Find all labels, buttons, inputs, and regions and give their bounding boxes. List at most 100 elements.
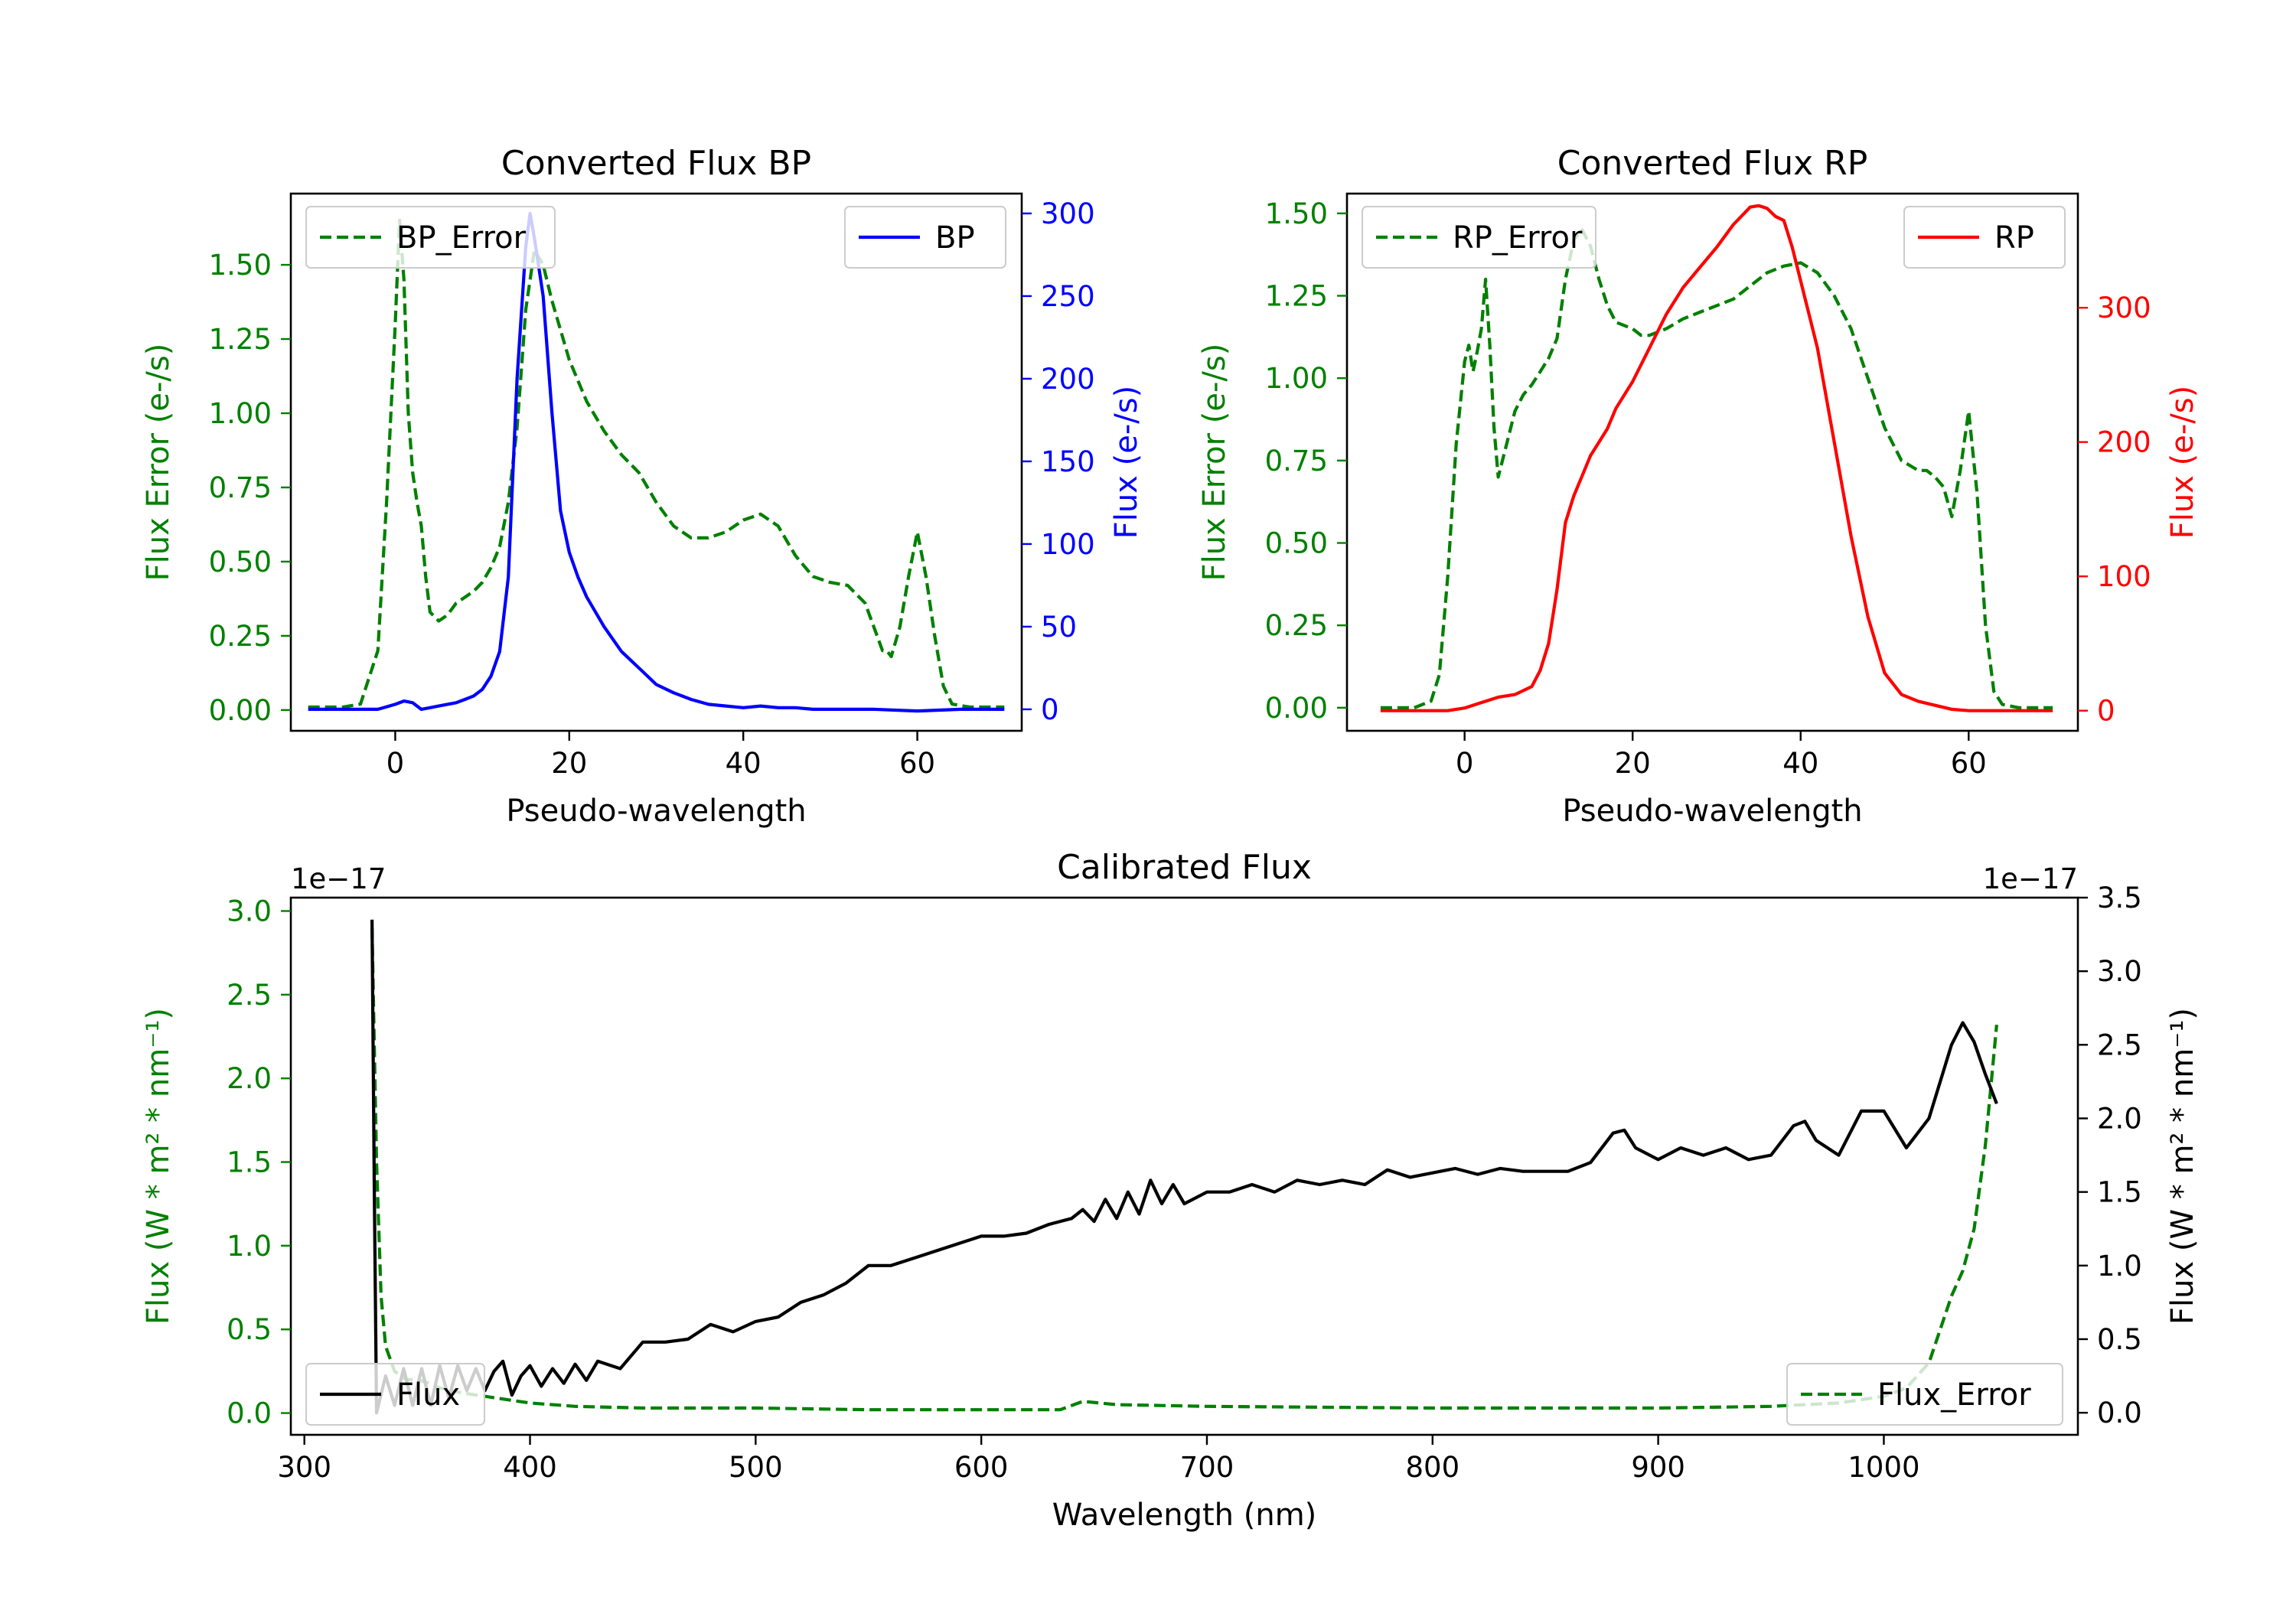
x-tick-label: 800 xyxy=(1405,1451,1459,1484)
legend-left: BP_Error xyxy=(305,206,556,269)
x-tick-label: 40 xyxy=(726,747,762,780)
y-right-offset-label: 1e−17 xyxy=(1983,862,2078,895)
legend-left: Flux xyxy=(305,1363,485,1426)
series-line-flux-error xyxy=(370,927,1998,1412)
y-left-tick-label: 1.50 xyxy=(209,249,272,282)
x-tick-label: 60 xyxy=(1951,747,1987,780)
chart-converted-flux-rp: 0 20 40 60 0.00 0.25 0.50 0.75 1.00 1.25 1.50 0 100 2… xyxy=(1197,144,2200,829)
legend-label: Flux_Error xyxy=(1877,1377,2031,1413)
y-left-tick-label: 2.0 xyxy=(227,1062,272,1095)
plot-frame xyxy=(289,896,2079,1436)
legend-box xyxy=(844,206,1006,269)
x-tick-label: 60 xyxy=(899,747,935,780)
legend-box xyxy=(1786,1363,2063,1426)
y-right-tick-label: 250 xyxy=(1041,280,1095,313)
y-right-tick-label: 1.5 xyxy=(2097,1176,2142,1209)
y-left-tick-label: 1.00 xyxy=(209,397,272,430)
y-right-tick-label: 100 xyxy=(1041,528,1095,561)
y-left-tick-label: 0.00 xyxy=(1265,692,1328,725)
y-right-tick-label: 0 xyxy=(1041,693,1059,726)
legend-left: RP_Error xyxy=(1362,206,1596,269)
x-tick-label: 500 xyxy=(729,1451,783,1484)
y-left-tick-label: 1.00 xyxy=(1265,362,1328,395)
y-right-tick-label: 0.5 xyxy=(2097,1323,2142,1356)
chart-calibrated-flux: 300 400 500 600 700 800 900 1000 0.0 0.5 1.0 1.5 2.0… xyxy=(141,848,2200,1533)
y-left-axis-label: Flux Error (e-/s) xyxy=(1197,344,1232,582)
y-left-offset-label: 1e−17 xyxy=(291,862,386,895)
x-tick-label: 600 xyxy=(954,1451,1009,1484)
y-left-tick-label: 0.0 xyxy=(227,1397,272,1430)
legend-box xyxy=(1903,206,2066,269)
y-right-tick-label: 2.0 xyxy=(2097,1102,2142,1135)
y-left-tick-label: 1.5 xyxy=(227,1146,272,1179)
y-left-tick-label: 0.50 xyxy=(209,546,272,579)
legend-box xyxy=(305,206,556,269)
x-axis-label: Pseudo-wavelength xyxy=(1562,794,1862,829)
y-left-tick-label: 1.0 xyxy=(227,1230,272,1263)
y-left-tick-label: 3.0 xyxy=(227,895,272,927)
y-right-tick-label: 50 xyxy=(1041,611,1077,644)
y-right-tick-label: 1.0 xyxy=(2097,1250,2142,1283)
series-line-bp xyxy=(308,211,1005,713)
y-left-tick-label: 1.25 xyxy=(1265,280,1328,313)
y-right-axis-label: Flux (e-/s) xyxy=(2165,386,2200,539)
y-left-tick-label: 0.25 xyxy=(1265,609,1328,642)
series-line-rp-error xyxy=(1380,228,2053,710)
x-tick-label: 40 xyxy=(1782,747,1818,780)
legend-label: RP_Error xyxy=(1453,220,1583,256)
x-tick-label: 0 xyxy=(386,747,405,780)
x-tick-label: 400 xyxy=(503,1451,557,1484)
y-right-tick-label: 200 xyxy=(1041,363,1095,396)
y-right-tick-label: 0.0 xyxy=(2097,1397,2142,1429)
x-tick-label: 900 xyxy=(1631,1451,1685,1484)
y-left-tick-label: 0.50 xyxy=(1265,527,1328,560)
legend-box xyxy=(1362,206,1596,269)
chart-title: Converted Flux RP xyxy=(1557,144,1868,183)
legend-label: Flux xyxy=(396,1377,460,1413)
y-right-tick-label: 3.5 xyxy=(2097,882,2142,914)
y-left-tick-label: 0.75 xyxy=(209,471,272,504)
y-left-tick-label: 1.50 xyxy=(1265,197,1328,230)
series-line-bp-error xyxy=(308,218,1005,709)
y-right-tick-label: 300 xyxy=(2097,292,2151,324)
x-tick-label: 1000 xyxy=(1848,1451,1919,1484)
legend-label: BP_Error xyxy=(396,220,527,256)
x-axis-label: Wavelength (nm) xyxy=(1052,1498,1317,1533)
y-left-axis-label: Flux (W * m² * nm⁻¹) xyxy=(141,1008,176,1325)
x-tick-label: 20 xyxy=(1615,747,1651,780)
chart-title: Calibrated Flux xyxy=(1057,848,1312,887)
legend-label: RP xyxy=(1994,220,2034,256)
legend-right: Flux_Error xyxy=(1786,1363,2063,1426)
chart-title: Converted Flux BP xyxy=(501,144,811,183)
y-left-tick-label: 0.00 xyxy=(209,694,272,727)
series-line-flux xyxy=(370,919,1998,1415)
y-right-tick-label: 150 xyxy=(1041,445,1095,478)
y-right-tick-label: 300 xyxy=(1041,197,1095,230)
x-tick-label: 300 xyxy=(277,1451,331,1484)
y-left-tick-label: 1.25 xyxy=(209,323,272,356)
y-left-tick-label: 0.75 xyxy=(1265,445,1328,478)
legend-right: RP xyxy=(1903,206,2066,269)
legend-box xyxy=(305,1363,485,1426)
legend-right: BP xyxy=(844,206,1006,269)
y-left-tick-label: 0.25 xyxy=(209,620,272,653)
y-right-tick-label: 2.5 xyxy=(2097,1028,2142,1061)
y-right-tick-label: 200 xyxy=(2097,426,2151,459)
y-right-axis-label: Flux (e-/s) xyxy=(1109,386,1144,539)
x-tick-label: 0 xyxy=(1456,747,1474,780)
y-right-tick-label: 3.0 xyxy=(2097,955,2142,988)
chart-converted-flux-bp: 0 20 40 60 0.00 0.25 0.50 0.75 1.00 1.25 1.50 0 50 10… xyxy=(141,144,1144,829)
x-tick-label: 20 xyxy=(551,747,587,780)
y-right-tick-label: 100 xyxy=(2097,560,2151,593)
y-right-tick-label: 0 xyxy=(2097,695,2115,728)
y-right-axis-label: Flux (W * m² * nm⁻¹) xyxy=(2165,1008,2200,1325)
legend-label: BP xyxy=(935,220,975,256)
series-line-rp xyxy=(1380,204,2053,712)
y-left-tick-label: 2.5 xyxy=(227,979,272,1012)
plot-frame xyxy=(1345,192,2079,732)
y-left-tick-label: 0.5 xyxy=(227,1313,272,1346)
x-tick-label: 700 xyxy=(1180,1451,1234,1484)
x-axis-label: Pseudo-wavelength xyxy=(506,794,806,829)
y-left-axis-label: Flux Error (e-/s) xyxy=(141,344,176,582)
